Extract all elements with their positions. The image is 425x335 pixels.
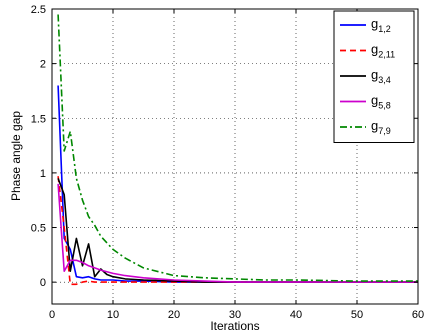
legend-entry-label: g5,8 xyxy=(371,93,391,111)
x-tick-label: 50 xyxy=(351,309,363,321)
legend-entry-label: g1,2 xyxy=(371,16,391,34)
legend-entry-label: g2,11 xyxy=(371,42,395,60)
legend: g1,2 g2,11 g3,4 g5,8 g7,9 xyxy=(333,10,415,143)
series-layer xyxy=(57,14,418,286)
series-line-5-8 xyxy=(57,183,418,283)
y-tick-label: 0.5 xyxy=(31,223,46,235)
x-tick-label: 40 xyxy=(290,309,302,321)
series-line-7-9 xyxy=(57,14,418,282)
x-tick-label: 0 xyxy=(49,309,55,321)
x-axis-label: Iterations xyxy=(210,319,259,333)
y-tick-label: 1 xyxy=(40,168,46,180)
x-tick-label: 20 xyxy=(168,309,180,321)
legend-entry-label: g3,4 xyxy=(371,67,391,85)
x-tick-label: 10 xyxy=(107,309,119,321)
legend-entry-label: g7,9 xyxy=(371,118,391,136)
ticks: 0 10 20 30 40 50 60 0 0.5 1 1.5 2 2.5 xyxy=(31,4,424,321)
y-tick-label: 0 xyxy=(40,277,46,289)
y-tick-label: 1.5 xyxy=(31,113,46,125)
y-tick-label: 2.5 xyxy=(31,4,46,16)
x-tick-label: 30 xyxy=(229,309,241,321)
x-tick-label: 60 xyxy=(412,309,424,321)
y-tick-label: 2 xyxy=(40,59,46,71)
y-axis-label: Phase angle gap xyxy=(9,111,23,201)
